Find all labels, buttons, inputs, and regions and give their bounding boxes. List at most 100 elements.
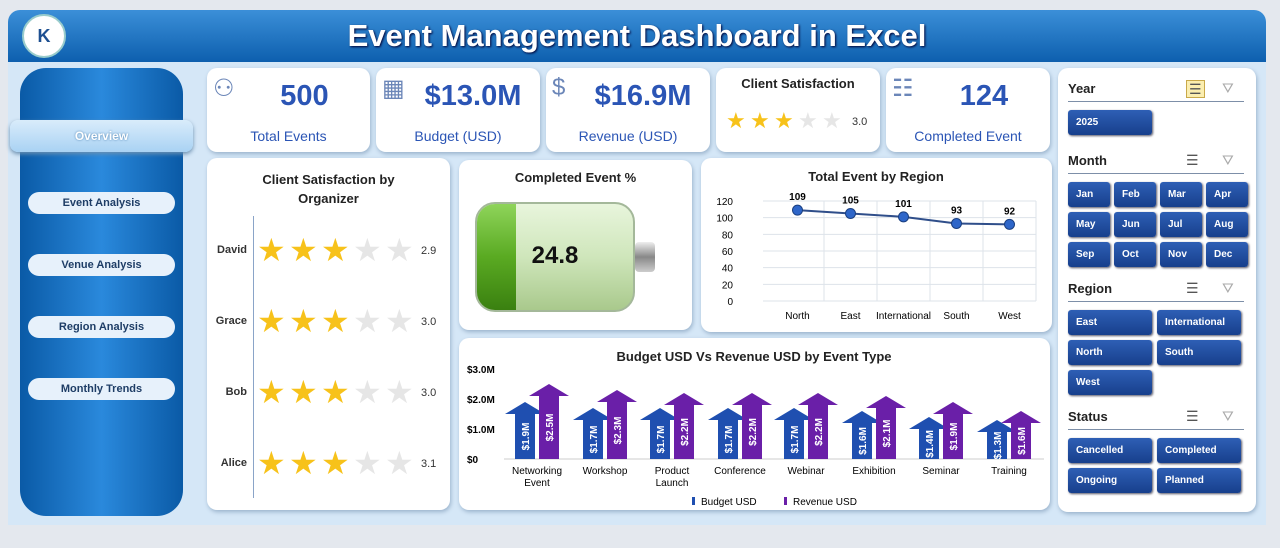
kpi-value: $16.9M	[594, 80, 692, 112]
multi-select-icon[interactable]: ☰	[1186, 152, 1199, 168]
data-label: $1.9M	[521, 423, 532, 451]
legend-swatch	[784, 497, 787, 505]
legend-swatch	[692, 497, 695, 505]
data-label: $1.7M	[724, 426, 735, 454]
nav-monthly-trends[interactable]: Monthly Trends	[28, 378, 175, 400]
multi-select-icon[interactable]: ☰	[1186, 280, 1199, 296]
revenue-arrow-bar[interactable]	[798, 393, 838, 459]
data-label: $2.1M	[882, 420, 893, 448]
slicer-item-status[interactable]: Cancelled	[1068, 438, 1152, 463]
data-point[interactable]	[792, 204, 803, 216]
chart-title: Total Event by Region	[808, 169, 944, 184]
y-tick-label: 80	[722, 230, 734, 241]
budget-arrow-bar[interactable]	[977, 420, 1017, 459]
rating-value: 3.0	[421, 387, 437, 399]
slicer-title-year: Year	[1068, 81, 1096, 96]
clear-filter-icon[interactable]: ⛛	[1222, 408, 1234, 424]
slicer-item-month[interactable]: Aug	[1206, 212, 1248, 237]
completed-percent-value: 24.8	[531, 242, 579, 269]
rating-value: 3.1	[421, 458, 437, 470]
slicer-item-month[interactable]: Sep	[1068, 242, 1110, 267]
multi-select-icon[interactable]: ☰	[1186, 80, 1205, 98]
slicer-item-month[interactable]: Dec	[1206, 242, 1248, 267]
slicer-item-status[interactable]: Ongoing	[1068, 468, 1152, 493]
checklist-icon: ☷	[892, 75, 914, 102]
slicer-item-region[interactable]: South	[1157, 340, 1241, 365]
organizer-name: Alice	[220, 457, 247, 469]
revenue-arrow-bar[interactable]	[529, 384, 569, 459]
data-point[interactable]	[951, 218, 962, 229]
kpi-value: 124	[959, 80, 1009, 112]
battery-fill	[477, 204, 516, 310]
star-filled-icon: ★	[257, 305, 286, 337]
star-filled-icon: ★	[289, 447, 318, 479]
budget-arrow-bar[interactable]	[505, 402, 545, 459]
nav-venue-analysis[interactable]: Venue Analysis	[28, 254, 175, 276]
data-label: $2.5M	[545, 414, 556, 442]
line-chart: Total Event by Region 0 20 40 60 80 100 120 109…	[716, 169, 1037, 322]
data-point[interactable]	[845, 208, 856, 219]
star-empty-icon: ★	[353, 305, 382, 337]
clear-filter-icon[interactable]: ⛛	[1222, 152, 1234, 168]
slicer-item-status[interactable]: Planned	[1157, 468, 1241, 493]
star-filled-icon: ★	[726, 110, 746, 132]
revenue-arrow-bar[interactable]	[866, 396, 906, 459]
budget-arrow-bar[interactable]	[909, 417, 949, 459]
slicer-item-month[interactable]: Jul	[1160, 212, 1202, 237]
x-tick-label: Workshop	[583, 466, 628, 477]
data-label: 92	[1004, 206, 1016, 217]
slicer-item-month[interactable]: Jun	[1114, 212, 1156, 237]
x-tick-label: Exhibition	[852, 466, 895, 477]
slicer-item-month[interactable]: Apr	[1206, 182, 1248, 207]
slicer-item-region[interactable]: West	[1068, 370, 1152, 395]
revenue-arrow-bar[interactable]	[1001, 411, 1041, 459]
budget-arrow-bar[interactable]	[842, 411, 882, 459]
budget-arrow-bar[interactable]	[774, 408, 814, 459]
slicer-item-status[interactable]: Completed	[1157, 438, 1241, 463]
star-empty-icon: ★	[798, 110, 818, 132]
battery-gauge: 24.8	[475, 202, 635, 312]
battery-terminal	[635, 242, 655, 272]
nav-region-analysis[interactable]: Region Analysis	[28, 316, 175, 338]
y-tick-label: 40	[722, 264, 734, 275]
logo-text: K	[37, 25, 51, 46]
x-tick-label: Conference	[714, 466, 766, 477]
slicer-item-month[interactable]: Feb	[1114, 182, 1156, 207]
data-label: $1.9M	[949, 423, 960, 451]
org-chart-icon: ⚇	[213, 75, 235, 102]
budget-arrow-bar[interactable]	[573, 408, 613, 459]
slicer-item-region[interactable]: International	[1157, 310, 1241, 335]
slicer-item-month[interactable]: Mar	[1160, 182, 1202, 207]
kpi-value: 500	[280, 80, 329, 112]
revenue-arrow-bar[interactable]	[597, 390, 637, 459]
budget-arrow-bar[interactable]	[708, 408, 748, 459]
chart-title: Budget USD Vs Revenue USD by Event Type	[617, 349, 892, 364]
budget-arrow-bar[interactable]	[640, 408, 680, 459]
revenue-arrow-bar[interactable]	[933, 402, 973, 459]
slicer-item-year[interactable]: 2025	[1068, 110, 1152, 135]
data-point[interactable]	[898, 211, 909, 223]
multi-select-icon[interactable]: ☰	[1186, 408, 1199, 424]
nav-overview[interactable]: Overview	[10, 120, 193, 152]
kpi-label: Completed Event	[914, 128, 1022, 144]
slicer-item-month[interactable]: May	[1068, 212, 1110, 237]
slicer-item-month[interactable]: Oct	[1114, 242, 1156, 267]
y-tick-label: 0	[727, 297, 733, 308]
star-filled-icon: ★	[289, 234, 318, 266]
revenue-arrow-bar[interactable]	[664, 393, 704, 459]
revenue-arrow-bar[interactable]	[732, 393, 772, 459]
nav-event-analysis[interactable]: Event Analysis	[28, 192, 175, 214]
kpi-revenue: $ $16.9M Revenue (USD)	[546, 68, 710, 152]
x-tick-label: South	[943, 311, 969, 322]
data-point[interactable]	[1004, 218, 1015, 230]
slicer-item-month[interactable]: Nov	[1160, 242, 1202, 267]
clear-filter-icon[interactable]: ⛛	[1222, 280, 1234, 296]
organizer-row: David ★ ★ ★ ★ ★ 2.9	[207, 234, 450, 268]
data-label: $1.6M	[858, 427, 869, 455]
clear-filter-icon[interactable]: ⛛	[1222, 80, 1234, 96]
slicer-item-month[interactable]: Jan	[1068, 182, 1110, 207]
kpi-title: Client Satisfaction	[741, 76, 855, 91]
slicer-item-region[interactable]: North	[1068, 340, 1152, 365]
slicer-title-status: Status	[1068, 409, 1108, 424]
slicer-item-region[interactable]: East	[1068, 310, 1152, 335]
